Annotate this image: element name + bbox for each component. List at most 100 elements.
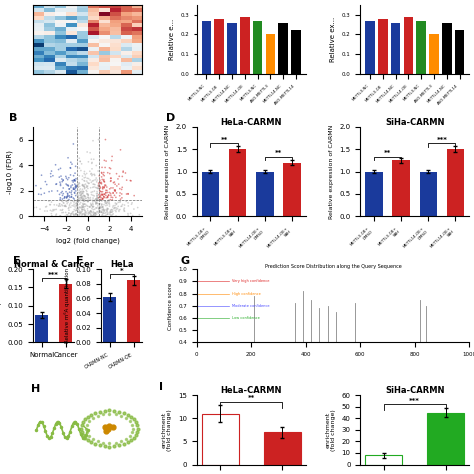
Point [93,188,101,195]
Point [103,206,110,214]
Point [67,171,74,179]
Point [95,208,102,216]
Point [73,202,81,210]
Point [111,186,119,194]
Point [98,208,106,216]
Point [76,190,84,198]
Point [68,202,76,210]
Point [64,211,71,219]
Point [81,170,88,177]
Point [128,201,135,208]
Point [73,200,80,208]
Point [64,190,72,197]
Point [81,197,88,204]
Point [107,209,114,217]
Point [75,211,82,219]
Point [85,180,92,187]
Point [75,186,83,194]
Point [114,199,122,206]
Point [84,205,91,213]
Y-axis label: Confidence score: Confidence score [168,282,173,329]
Point [50,207,57,214]
Point [64,197,72,204]
Point [109,210,117,218]
Point [99,176,106,183]
Point [59,197,66,205]
Point [86,209,93,217]
Point [58,209,66,217]
Point [82,183,90,191]
Point [118,183,126,191]
Bar [403,17,413,74]
Point [103,207,111,215]
Point [69,178,77,186]
Point [82,195,89,202]
Point [70,208,77,215]
Point [94,184,102,192]
Point [67,211,74,219]
Point [89,203,96,210]
Point [87,208,95,215]
Point [77,167,85,174]
Point [114,205,121,212]
Point [75,191,82,199]
Point [101,198,109,205]
Point [114,175,122,182]
Point [84,193,92,201]
Point [100,210,108,217]
Point [88,191,95,199]
Point [65,209,73,217]
Point [68,210,76,218]
Point [67,158,74,166]
Point [117,198,124,205]
Title: Prediction Score Distribution along the Query Sequence: Prediction Score Distribution along the … [264,264,401,269]
Point [105,191,112,199]
Point [69,198,77,205]
Point [71,186,78,193]
Point [103,187,111,194]
Point [89,194,97,202]
Point [98,191,105,198]
Point [109,179,117,186]
Point [101,164,109,171]
Point [95,194,102,201]
Bar [392,160,410,217]
Point [101,182,109,190]
Point [77,204,84,211]
Point [90,210,98,218]
Point [76,158,84,165]
Point [105,196,112,204]
Bar [419,172,437,217]
Point [56,196,64,203]
Point [91,176,99,183]
Point [85,179,93,187]
Point [107,177,115,184]
Point [61,202,68,210]
Point [74,203,82,211]
Point [65,174,73,182]
Point [100,201,108,209]
Point [90,210,97,218]
Point [91,205,99,213]
Point [71,176,78,183]
Point [109,207,117,215]
Point [100,206,107,213]
Point [100,194,108,201]
Point [47,198,55,206]
Point [63,211,71,219]
Point [109,194,117,201]
Point [86,203,93,211]
Point [80,183,88,191]
Point [88,155,95,163]
Point [119,168,127,176]
Point [65,196,73,203]
Point [67,184,75,191]
Point [97,180,104,187]
Point [93,196,100,204]
Point [78,210,86,218]
Point [100,207,107,215]
Point [67,193,75,201]
Point [102,189,109,196]
Point [82,171,89,179]
Point [90,206,97,213]
